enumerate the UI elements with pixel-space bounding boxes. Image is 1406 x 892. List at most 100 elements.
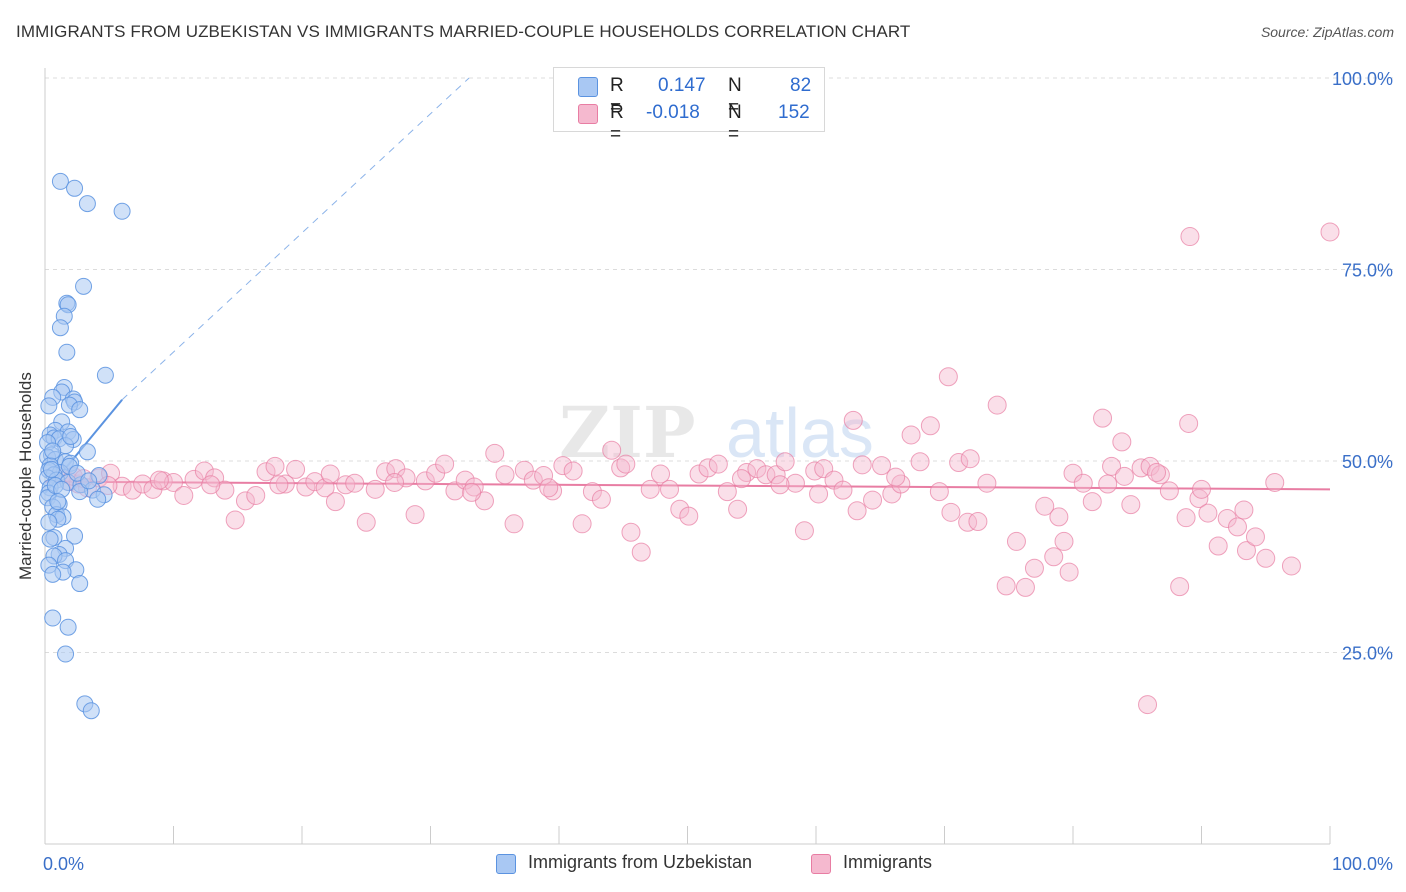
data-point-immigrants xyxy=(987,395,1007,415)
data-point-immigrants xyxy=(872,456,892,476)
trend-line-immigrants xyxy=(44,480,1331,491)
legend-r-label: R = xyxy=(610,102,624,145)
y-axis-label: Married-couple Households xyxy=(16,372,35,580)
data-point-immigrants xyxy=(269,475,289,495)
legend-swatch-blue xyxy=(578,77,598,97)
data-point-uzbekistan xyxy=(41,530,59,548)
watermark-text: ZIP xyxy=(559,391,695,474)
data-point-immigrants xyxy=(1281,556,1301,576)
data-point-uzbekistan xyxy=(62,427,80,445)
data-point-immigrants xyxy=(1208,536,1228,556)
data-point-uzbekistan xyxy=(40,397,58,415)
data-point-immigrants xyxy=(149,470,169,490)
data-point-uzbekistan xyxy=(80,472,98,490)
data-point-immigrants xyxy=(523,470,543,490)
data-point-immigrants xyxy=(563,461,583,481)
data-point-immigrants xyxy=(485,443,505,463)
data-point-immigrants xyxy=(320,464,340,484)
y-tick-label: 100.0% xyxy=(1332,69,1393,89)
data-point-immigrants xyxy=(296,477,316,497)
data-point-uzbekistan xyxy=(40,513,58,531)
data-point-immigrants xyxy=(365,479,385,499)
data-point-immigrants xyxy=(960,449,980,469)
data-point-uzbekistan xyxy=(44,565,62,583)
data-point-immigrants xyxy=(602,440,622,460)
data-point-immigrants xyxy=(929,482,949,502)
data-point-uzbekistan xyxy=(89,490,107,508)
data-point-immigrants xyxy=(1265,472,1285,492)
data-point-uzbekistan xyxy=(96,366,114,384)
data-point-immigrants xyxy=(1054,531,1074,551)
data-point-immigrants xyxy=(1073,473,1093,493)
data-point-immigrants xyxy=(201,475,221,495)
data-point-immigrants xyxy=(775,452,795,472)
data-point-uzbekistan xyxy=(71,401,89,419)
data-point-immigrants xyxy=(852,455,872,475)
data-point-immigrants xyxy=(1063,463,1083,483)
data-point-immigrants xyxy=(1049,507,1069,527)
data-point-immigrants xyxy=(215,480,235,500)
data-point-immigrants xyxy=(464,477,484,497)
data-point-immigrants xyxy=(539,478,559,498)
legend-r-label: R = xyxy=(610,75,624,118)
data-point-immigrants xyxy=(246,485,266,505)
data-point-immigrants xyxy=(325,492,345,512)
data-point-immigrants xyxy=(1179,413,1199,433)
data-point-immigrants xyxy=(1059,562,1079,582)
data-point-immigrants xyxy=(968,512,988,532)
data-point-immigrants xyxy=(1236,541,1256,561)
data-point-immigrants xyxy=(886,467,906,487)
data-point-immigrants xyxy=(770,475,790,495)
data-point-immigrants xyxy=(1192,479,1211,499)
data-point-immigrants xyxy=(1044,547,1064,567)
data-point-immigrants xyxy=(275,474,295,494)
data-point-uzbekistan xyxy=(51,319,69,337)
data-point-uzbekistan xyxy=(113,202,131,220)
data-point-immigrants xyxy=(504,514,524,534)
data-point-immigrants xyxy=(737,462,757,482)
legend-label-immigrants: Immigrants xyxy=(843,852,933,872)
legend-swatch-pink xyxy=(578,104,598,124)
data-point-uzbekistan xyxy=(66,527,84,545)
data-point-immigrants xyxy=(1098,474,1118,494)
data-point-immigrants xyxy=(445,481,465,501)
data-point-immigrants xyxy=(766,465,786,485)
data-point-immigrants xyxy=(396,468,416,488)
watermark: ZIP atlas xyxy=(559,391,874,474)
data-point-immigrants xyxy=(553,456,573,476)
data-point-immigrants xyxy=(1176,508,1196,528)
data-point-uzbekistan xyxy=(58,343,76,361)
data-point-immigrants xyxy=(591,489,611,509)
data-point-immigrants xyxy=(941,502,961,522)
data-point-immigrants xyxy=(785,473,805,493)
data-point-immigrants xyxy=(1024,558,1044,578)
data-point-immigrants xyxy=(1320,222,1340,242)
data-point-immigrants xyxy=(679,506,699,526)
legend-swatch-blue xyxy=(496,854,516,874)
data-point-immigrants xyxy=(235,491,255,511)
y-tick-label: 50.0% xyxy=(1342,452,1393,472)
data-point-immigrants xyxy=(572,514,592,534)
data-point-immigrants xyxy=(1006,531,1026,551)
data-point-immigrants xyxy=(1114,466,1134,486)
data-point-immigrants xyxy=(708,454,728,474)
data-point-immigrants xyxy=(1159,481,1179,501)
data-point-uzbekistan xyxy=(66,179,84,197)
data-point-immigrants xyxy=(833,480,853,500)
data-point-immigrants xyxy=(286,459,306,479)
legend-r-value: 0.147 xyxy=(658,75,706,96)
x-tick-label: 100.0% xyxy=(1332,854,1393,874)
data-point-immigrants xyxy=(660,479,680,499)
series-uzbekistan-points xyxy=(39,172,131,720)
data-point-uzbekistan xyxy=(44,609,62,627)
data-point-immigrants xyxy=(651,464,671,484)
data-point-uzbekistan xyxy=(49,493,67,511)
data-point-immigrants xyxy=(938,367,958,387)
legend-label-uzbekistan: Immigrants from Uzbekistan xyxy=(528,852,753,872)
data-point-uzbekistan xyxy=(44,442,62,460)
source-label: Source: ZipAtlas.com xyxy=(1260,24,1394,40)
data-point-immigrants xyxy=(1170,577,1190,597)
data-point-immigrants xyxy=(717,482,737,502)
data-point-uzbekistan xyxy=(82,702,100,720)
data-point-immigrants xyxy=(728,499,748,519)
